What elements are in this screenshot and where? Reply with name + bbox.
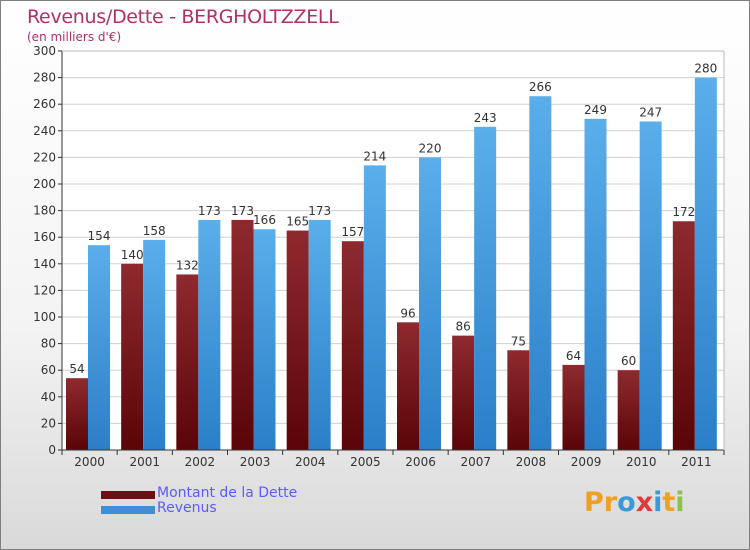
x-tick-label: 2007 xyxy=(460,455,491,469)
x-tick-label: 2002 xyxy=(185,455,216,469)
y-tick-label: 20 xyxy=(41,416,56,430)
data-label-debt: 54 xyxy=(69,362,84,376)
bar-debt xyxy=(341,241,364,450)
bar-debt xyxy=(121,263,144,450)
bar-revenus xyxy=(694,77,717,450)
y-tick-label: 120 xyxy=(33,283,56,297)
bar-revenus xyxy=(198,219,221,450)
x-tick-label: 2010 xyxy=(626,455,657,469)
data-label-revenus: 154 xyxy=(88,229,111,243)
x-axis-ticks: 2000 2001 2002 2003 2004 2005 2006 2007 2008 2009… xyxy=(61,450,725,469)
data-label-revenus: 266 xyxy=(529,80,552,94)
data-label-debt: 60 xyxy=(621,354,636,368)
data-label-revenus: 166 xyxy=(253,213,276,227)
y-tick-label: 140 xyxy=(33,257,56,271)
bar-debt xyxy=(231,219,254,450)
y-tick-label: 300 xyxy=(33,44,56,58)
logo-letter: i xyxy=(675,487,685,518)
data-label-revenus: 280 xyxy=(694,62,717,76)
y-tick-label: 40 xyxy=(41,390,56,404)
y-tick-label: 160 xyxy=(33,230,56,244)
data-label-debt: 172 xyxy=(672,205,695,219)
x-tick-label: 2001 xyxy=(129,455,160,469)
y-axis-ticks: 0 20 40 60 80 100 120 140 160 180 200 220 240 260 280 3… xyxy=(33,44,62,457)
legend-label-revenus: Revenus xyxy=(157,500,217,516)
bar-revenus xyxy=(88,245,110,450)
data-label-debt: 140 xyxy=(121,248,144,262)
logo-letter: x xyxy=(635,487,654,518)
x-tick-label: 2008 xyxy=(516,455,547,469)
bar-debt xyxy=(452,335,475,450)
x-tick-label: 2000 xyxy=(74,455,105,469)
logo-letter: t xyxy=(662,487,676,518)
y-tick-label: 180 xyxy=(33,204,56,218)
axes xyxy=(61,50,725,451)
y-tick-label: 0 xyxy=(48,443,56,457)
x-tick-label: 2003 xyxy=(240,455,271,469)
bar-revenus xyxy=(253,229,276,450)
data-label-revenus: 220 xyxy=(419,141,442,155)
data-label-debt: 173 xyxy=(231,204,254,218)
bar-revenus xyxy=(639,121,662,451)
bar-debt xyxy=(507,350,530,450)
data-label-revenus: 243 xyxy=(474,111,497,125)
y-tick-label: 220 xyxy=(33,150,56,164)
logo-letter: r xyxy=(603,487,618,518)
plot-area xyxy=(62,51,724,450)
bar-revenus xyxy=(474,126,497,450)
data-label-revenus: 173 xyxy=(308,204,331,218)
bar-revenus xyxy=(529,96,552,450)
y-tick-label: 280 xyxy=(33,71,56,85)
x-tick-label: 2011 xyxy=(681,455,712,469)
bar-debt xyxy=(286,230,309,450)
x-tick-label: 2009 xyxy=(571,455,602,469)
y-tick-label: 80 xyxy=(41,337,56,351)
data-label-revenus: 173 xyxy=(198,204,221,218)
bar-debt xyxy=(562,364,585,450)
bar-debt xyxy=(176,274,199,450)
data-label-debt: 96 xyxy=(400,306,415,320)
logo-letter: P xyxy=(584,487,604,518)
data-label-debt: 86 xyxy=(456,320,471,334)
bar-debt xyxy=(397,322,419,450)
data-label-debt: 64 xyxy=(566,349,581,363)
chart-subtitle: (en milliers d'€) xyxy=(27,30,122,44)
logo-letter: o xyxy=(617,487,636,518)
bar-revenus xyxy=(584,118,607,450)
data-label-revenus: 158 xyxy=(143,224,166,238)
data-label-debt: 165 xyxy=(286,215,309,229)
y-tick-label: 260 xyxy=(33,97,56,111)
x-tick-label: 2006 xyxy=(405,455,436,469)
logo-letter: i xyxy=(653,487,663,518)
bar-debt xyxy=(617,370,640,450)
bar-revenus xyxy=(363,165,386,450)
legend-swatch-debt xyxy=(101,491,155,499)
data-label-revenus: 247 xyxy=(639,105,662,119)
bars xyxy=(66,77,717,451)
data-label-debt: 132 xyxy=(176,258,199,272)
x-tick-label: 2005 xyxy=(350,455,381,469)
x-tick-label: 2004 xyxy=(295,455,326,469)
data-label-debt: 157 xyxy=(341,225,364,239)
proxiti-logo: Proxiti xyxy=(584,487,685,518)
bar-revenus xyxy=(419,157,441,450)
data-label-revenus: 214 xyxy=(363,149,386,163)
legend-label-debt: Montant de la Dette xyxy=(157,485,298,501)
data-label-revenus: 249 xyxy=(584,103,607,117)
bar-revenus xyxy=(308,219,331,450)
y-tick-label: 100 xyxy=(33,310,56,324)
bar-debt xyxy=(672,221,695,450)
y-tick-label: 240 xyxy=(33,124,56,138)
data-label-debt: 75 xyxy=(511,334,526,348)
chart-title: Revenus/Dette - BERGHOLTZZELL xyxy=(27,6,339,28)
bar-debt xyxy=(66,378,88,450)
y-tick-label: 60 xyxy=(41,363,56,377)
grid-lines xyxy=(62,50,724,451)
bar-revenus xyxy=(143,239,166,450)
y-tick-label: 200 xyxy=(33,177,56,191)
legend-swatch-revenus xyxy=(101,506,155,514)
